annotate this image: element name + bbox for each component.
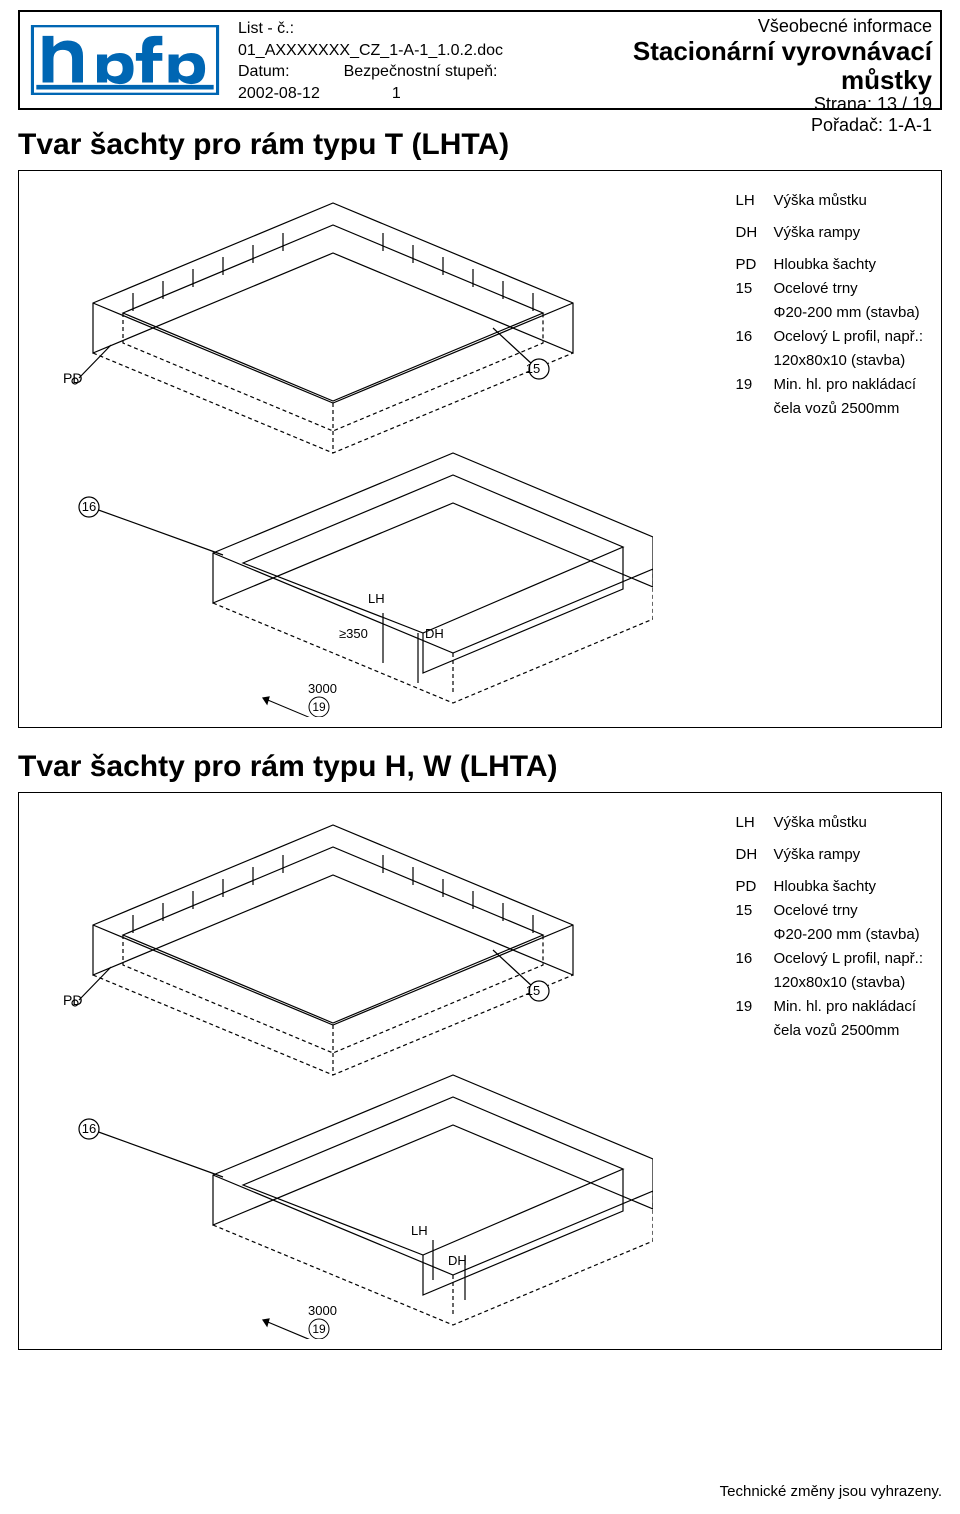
fig1-pd: PD [63, 370, 82, 386]
fig2-lh: LH [411, 1223, 428, 1238]
lg-dh: Výška rampy [773, 221, 860, 245]
lg-lh: Výška můstku [773, 189, 866, 213]
lg2-15a: Ocelové trny [773, 899, 857, 923]
lg-19a: Min. hl. pro nakládací [773, 373, 916, 397]
page-line: Strana: 13 / 19 [544, 94, 932, 115]
fig1-dh: DH [425, 626, 444, 641]
figure2-box: PD 15 16 LH DH 3000 19 LH Výška můstku DH… [18, 792, 942, 1350]
lg-key-pd: PD [735, 253, 763, 277]
lg2-key-19: 19 [735, 995, 763, 1019]
lg2-key-dh: DH [735, 843, 763, 867]
right-cell: Všeobecné informace Stacionární vyrovnáv… [540, 12, 940, 108]
lg2-key-16: 16 [735, 947, 763, 971]
lg2-key-pd: PD [735, 875, 763, 899]
lg-15a: Ocelové trny [773, 277, 857, 301]
fig1-ref19: 19 [312, 700, 326, 714]
fig1-ge350: ≥350 [339, 626, 368, 641]
list-label: List - č.: [238, 20, 294, 37]
fig2-ref16: 16 [82, 1121, 96, 1136]
figure2-legend: LH Výška můstku DH Výška rampy PD Hloubka š… [735, 811, 923, 1043]
fig1-ref16: 16 [82, 499, 96, 514]
lg-19b: čela vozů 2500mm [773, 397, 923, 421]
fig2-3000: 3000 [308, 1303, 337, 1318]
lg2-19a: Min. hl. pro nakládací [773, 995, 916, 1019]
lg2-key-15: 15 [735, 899, 763, 923]
lg2-dh: Výška rampy [773, 843, 860, 867]
lg2-pd: Hloubka šachty [773, 875, 876, 899]
info-line: Všeobecné informace [544, 16, 932, 37]
hafa-logo [30, 25, 220, 95]
lg-16b: 120x80x10 (stavba) [773, 349, 923, 373]
section2-title: Tvar šachty pro rám typu H, W (LHTA) [18, 750, 942, 784]
fig1-lh: LH [368, 591, 385, 606]
lg2-15b: Φ20-200 mm (stavba) [773, 923, 923, 947]
lg-key-dh: DH [735, 221, 763, 245]
logo-cell [20, 12, 230, 108]
main-title-2: můstky [544, 66, 932, 95]
figure1-legend: LH Výška můstku DH Výška rampy PD Hloubka š… [735, 189, 923, 421]
list-value: 01_AXXXXXXX_CZ_1-A-1_1.0.2.doc [238, 40, 532, 62]
sec-value: 1 [392, 83, 401, 105]
lg-key-16: 16 [735, 325, 763, 349]
list-line: List - č.: [238, 18, 532, 40]
lg2-16b: 120x80x10 (stavba) [773, 971, 923, 995]
lg2-19b: čela vozů 2500mm [773, 1019, 923, 1043]
lg-15b: Φ20-200 mm (stavba) [773, 301, 923, 325]
fig2-ref15: 15 [526, 983, 540, 998]
lg-16a: Ocelový L profil, např.: [773, 325, 923, 349]
lg-key-15: 15 [735, 277, 763, 301]
header: List - č.: 01_AXXXXXXX_CZ_1-A-1_1.0.2.do… [18, 10, 942, 110]
lg2-key-lh: LH [735, 811, 763, 835]
fig2-pd: PD [63, 992, 82, 1008]
fig2-ref19: 19 [312, 1322, 326, 1336]
fig2-dh: DH [448, 1253, 467, 1268]
lg2-lh: Výška můstku [773, 811, 866, 835]
sec-label: Bezpečnostní stupeň: [344, 61, 498, 83]
date-label: Datum: [238, 61, 290, 83]
fig1-ref15: 15 [526, 361, 540, 376]
figure1-svg: PD 15 16 LH ≥350 DH 3000 19 [33, 183, 653, 717]
main-title-1: Stacionární vyrovnávací [544, 37, 932, 66]
lg-key-lh: LH [735, 189, 763, 213]
footer-text: Technické změny jsou vyhrazeny. [720, 1483, 942, 1500]
figure1-box: PD 15 16 LH ≥350 DH 3000 19 LH Výška můst… [18, 170, 942, 728]
lg-key-19: 19 [735, 373, 763, 397]
figure2-svg: PD 15 16 LH DH 3000 19 [33, 805, 653, 1339]
lg-pd: Hloubka šachty [773, 253, 876, 277]
fig1-3000: 3000 [308, 681, 337, 696]
folder-line: Pořadač: 1-A-1 [544, 115, 932, 136]
lg2-16a: Ocelový L profil, např.: [773, 947, 923, 971]
date-value: 2002-08-12 [238, 83, 320, 105]
meta-cell: List - č.: 01_AXXXXXXX_CZ_1-A-1_1.0.2.do… [230, 12, 540, 108]
